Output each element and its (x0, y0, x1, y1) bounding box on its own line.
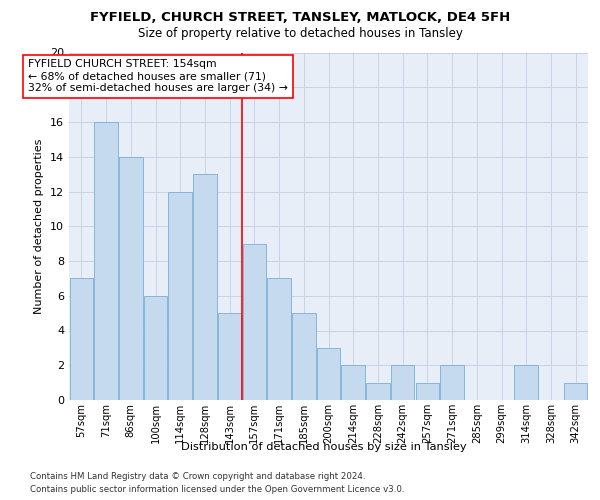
Text: Size of property relative to detached houses in Tansley: Size of property relative to detached ho… (137, 28, 463, 40)
Bar (564, 382, 587, 400)
Bar (268, 278, 291, 400)
Bar (169, 192, 192, 400)
Bar (292, 313, 316, 400)
Text: FYFIELD, CHURCH STREET, TANSLEY, MATLOCK, DE4 5FH: FYFIELD, CHURCH STREET, TANSLEY, MATLOCK… (90, 11, 510, 24)
Bar (193, 174, 217, 400)
Bar (218, 313, 241, 400)
Bar (144, 296, 167, 400)
Text: FYFIELD CHURCH STREET: 154sqm
← 68% of detached houses are smaller (71)
32% of s: FYFIELD CHURCH STREET: 154sqm ← 68% of d… (28, 60, 288, 92)
Bar (514, 365, 538, 400)
Bar (70, 278, 93, 400)
Bar (94, 122, 118, 400)
Bar (119, 157, 143, 400)
Y-axis label: Number of detached properties: Number of detached properties (34, 138, 44, 314)
Bar (317, 348, 340, 400)
Text: Contains HM Land Registry data © Crown copyright and database right 2024.: Contains HM Land Registry data © Crown c… (30, 472, 365, 481)
Bar (391, 365, 415, 400)
Bar (341, 365, 365, 400)
Bar (242, 244, 266, 400)
Bar (416, 382, 439, 400)
Bar (440, 365, 464, 400)
Text: Contains public sector information licensed under the Open Government Licence v3: Contains public sector information licen… (30, 485, 404, 494)
Text: Distribution of detached houses by size in Tansley: Distribution of detached houses by size … (181, 442, 467, 452)
Bar (366, 382, 389, 400)
